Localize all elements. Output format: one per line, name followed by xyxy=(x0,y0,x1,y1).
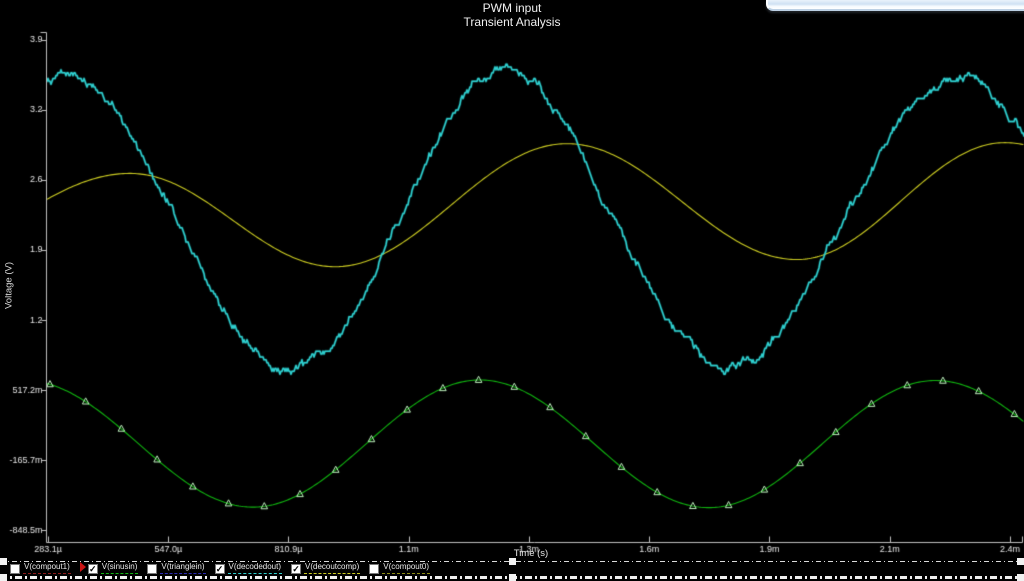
legend-item-compout1: V(compout1) xyxy=(10,562,71,574)
pane-handle-left[interactable] xyxy=(0,558,7,565)
pane-handle-right[interactable] xyxy=(1017,558,1024,565)
trace-label[interactable]: V(compout1) xyxy=(23,562,71,574)
legend-item-decoutcomp: ✓ V(decoutcomp) xyxy=(291,562,361,574)
chart-subtitle: Transient Analysis xyxy=(463,15,561,29)
legend-item-compout0: V(compout0) xyxy=(369,562,431,574)
y-axis-title: Voltage (V) xyxy=(3,262,15,309)
bottom-handle-right[interactable] xyxy=(1017,574,1024,581)
plot-canvas[interactable] xyxy=(0,0,1024,558)
trace-checkbox[interactable] xyxy=(10,564,20,574)
trace-label[interactable]: V(sinusin) xyxy=(100,562,139,574)
x-axis-title: Time (s) xyxy=(513,548,549,559)
trace-selected-arrow-icon xyxy=(79,562,86,572)
trace-label[interactable]: V(compout0) xyxy=(382,562,431,574)
trace-label[interactable]: V(decoutcomp) xyxy=(304,562,361,574)
bottom-handle-mid[interactable] xyxy=(509,574,516,581)
chart-title-block: PWM input Transient Analysis xyxy=(0,1,1024,29)
trace-label[interactable]: V(decodedout) xyxy=(227,562,282,574)
trace-checkbox[interactable]: ✓ xyxy=(291,564,301,574)
legend-row: V(compout1) ✓ V(sinusin) V(trianglein) ✓… xyxy=(10,562,439,574)
trace-checkbox[interactable]: ✓ xyxy=(87,564,98,574)
overlay-window-edge[interactable] xyxy=(766,0,1024,11)
legend-item-sinusin: ✓ V(sinusin) xyxy=(79,562,139,574)
trace-checkbox[interactable] xyxy=(147,564,158,574)
legend-item-trianglein: V(trianglein) xyxy=(147,562,206,574)
trace-checkbox[interactable]: ✓ xyxy=(214,564,225,574)
chart-title: PWM input xyxy=(482,1,542,15)
trace-checkbox[interactable] xyxy=(369,564,380,574)
legend-item-decodedout: ✓ V(decodedout) xyxy=(214,562,282,574)
pane-handle-mid[interactable] xyxy=(509,558,516,565)
bottom-handle-left[interactable] xyxy=(0,574,7,581)
trace-label[interactable]: V(trianglein) xyxy=(160,562,206,574)
